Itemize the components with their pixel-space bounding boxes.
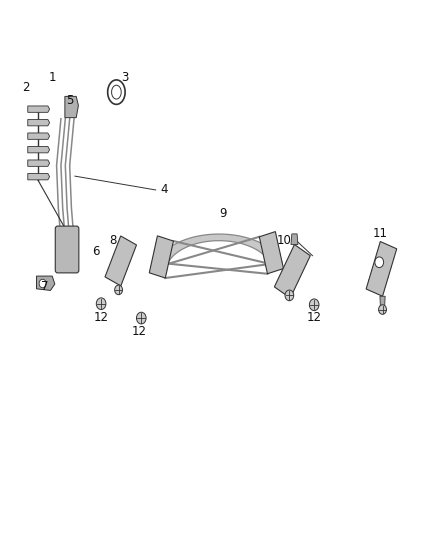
Polygon shape — [28, 160, 49, 166]
Polygon shape — [28, 173, 49, 180]
Circle shape — [285, 290, 294, 301]
Text: 5: 5 — [66, 94, 74, 107]
Polygon shape — [366, 241, 397, 296]
Text: 3: 3 — [121, 71, 129, 84]
Text: 1: 1 — [49, 71, 56, 84]
Circle shape — [378, 305, 386, 314]
Polygon shape — [156, 234, 282, 264]
Polygon shape — [28, 147, 49, 153]
Text: 6: 6 — [92, 245, 99, 258]
Circle shape — [96, 298, 106, 310]
Polygon shape — [105, 236, 137, 286]
FancyBboxPatch shape — [55, 226, 79, 273]
Polygon shape — [65, 96, 78, 118]
Polygon shape — [149, 236, 173, 278]
Text: 11: 11 — [373, 227, 388, 240]
Text: 8: 8 — [110, 235, 117, 247]
Polygon shape — [28, 119, 49, 126]
Text: 12: 12 — [132, 325, 147, 338]
Circle shape — [309, 299, 319, 311]
Text: 2: 2 — [22, 82, 30, 94]
Text: 7: 7 — [42, 280, 49, 293]
Polygon shape — [380, 296, 385, 306]
Polygon shape — [274, 245, 311, 298]
Circle shape — [137, 312, 146, 324]
Circle shape — [39, 279, 46, 288]
Text: 4: 4 — [161, 183, 168, 197]
Circle shape — [115, 285, 123, 295]
Text: 10: 10 — [276, 235, 291, 247]
Polygon shape — [291, 234, 298, 245]
Polygon shape — [28, 133, 49, 139]
Text: 12: 12 — [307, 311, 321, 324]
Polygon shape — [36, 276, 55, 290]
Polygon shape — [259, 231, 283, 274]
Text: 12: 12 — [94, 311, 109, 324]
Polygon shape — [28, 106, 49, 112]
Circle shape — [375, 257, 384, 268]
Text: 9: 9 — [219, 207, 227, 220]
